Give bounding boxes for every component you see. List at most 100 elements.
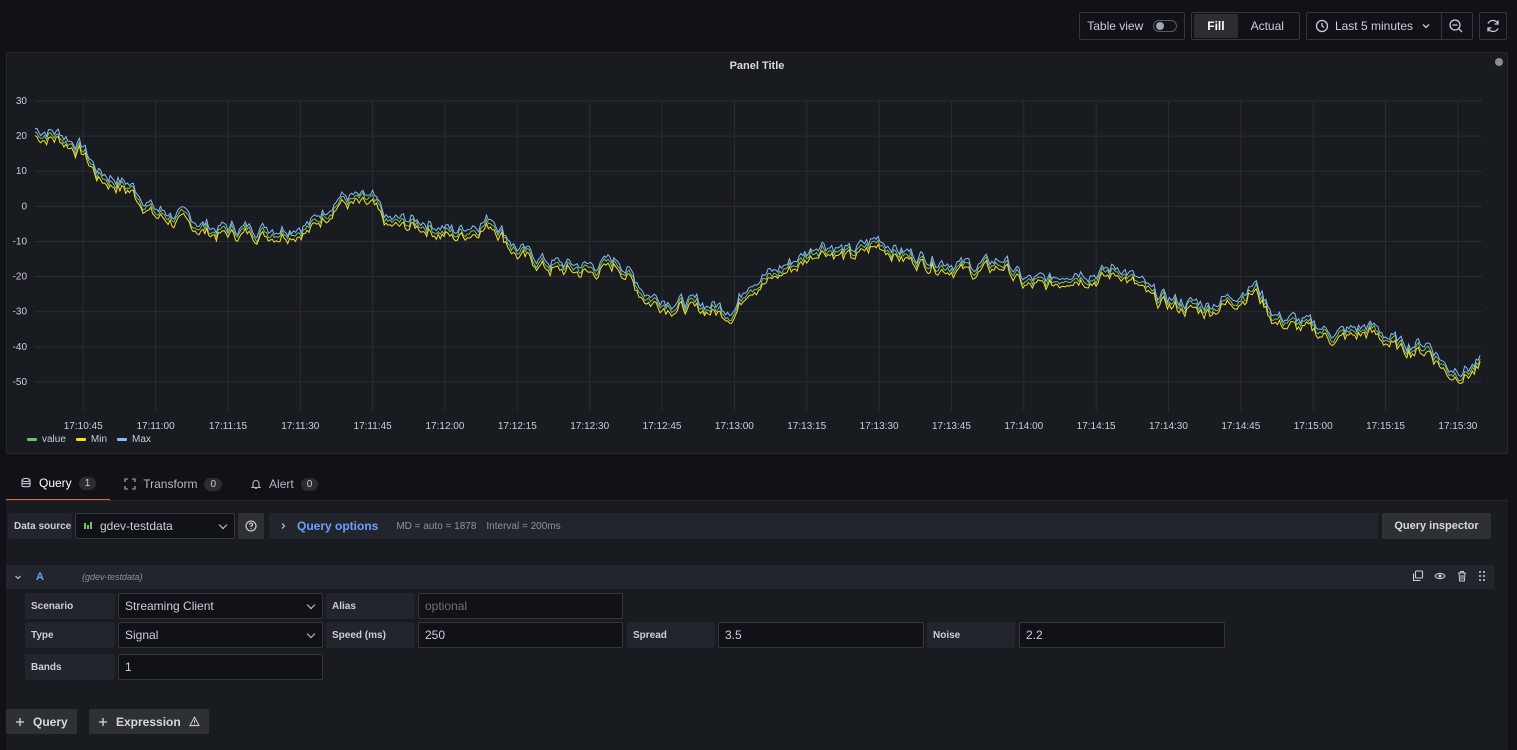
testdata-icon	[84, 522, 92, 529]
scenario-label: Scenario	[25, 593, 115, 619]
query-row-header[interactable]: A (gdev-testdata)	[6, 565, 1494, 589]
noise-input[interactable]: 2.2	[1019, 622, 1225, 648]
datasource-row: Data source gdev-testdata Query options …	[6, 513, 1500, 539]
add-query-button[interactable]: Query	[6, 709, 77, 734]
type-value: Signal	[125, 628, 159, 642]
noise-label: Noise	[927, 622, 1015, 648]
zoom-out-icon[interactable]	[1448, 18, 1464, 34]
eye-icon[interactable]	[1434, 570, 1446, 582]
legend-item[interactable]: value	[27, 434, 66, 445]
query-editor: Data source gdev-testdata Query options …	[6, 501, 1508, 750]
speed-input[interactable]: 250	[418, 622, 623, 648]
editor-tabs: Query 1 Transform 0 Alert 0	[6, 470, 332, 501]
drag-handle-icon[interactable]	[1478, 570, 1486, 582]
y-tick-label: 30	[16, 96, 28, 107]
x-tick-label: 17:11:15	[209, 421, 248, 432]
refresh-icon	[1487, 19, 1499, 33]
tab-query[interactable]: Query 1	[6, 470, 111, 501]
tab-transform[interactable]: Transform 0	[110, 470, 236, 501]
legend-swatch	[27, 438, 37, 441]
x-tick-label: 17:13:30	[860, 421, 899, 432]
help-button[interactable]	[238, 513, 264, 539]
chart-legend: value Min Max	[27, 434, 151, 445]
tab-transform-count: 0	[204, 477, 223, 491]
x-tick-label: 17:14:45	[1221, 421, 1260, 432]
spread-input[interactable]: 3.5	[718, 622, 924, 648]
tabs-divider	[6, 500, 1508, 501]
top-toolbar: Table view Fill Actual Last 5 minutes	[1079, 12, 1507, 40]
x-tick-label: 17:10:45	[64, 421, 103, 432]
time-range-picker[interactable]: Last 5 minutes	[1305, 12, 1473, 40]
x-tick-label: 17:12:00	[426, 421, 465, 432]
chevron-down-icon	[306, 600, 316, 610]
add-expression-label: Expression	[116, 714, 181, 729]
chevron-down-icon	[306, 629, 316, 639]
trash-icon[interactable]	[1456, 570, 1468, 582]
bands-input[interactable]: 1	[118, 654, 323, 680]
bell-icon	[250, 480, 262, 490]
series-line-max	[34, 127, 1481, 378]
type-label: Type	[25, 622, 115, 648]
x-tick-label: 17:15:30	[1438, 421, 1477, 432]
tab-query-count: 1	[78, 476, 97, 490]
tab-alert-count: 0	[300, 477, 319, 491]
y-tick-label: -10	[13, 236, 28, 247]
x-tick-label: 17:14:15	[1077, 421, 1116, 432]
x-tick-label: 17:13:45	[932, 421, 971, 432]
y-tick-label: -30	[13, 307, 28, 318]
query-options-label: Query options	[297, 519, 379, 533]
query-inspector-button[interactable]: Query inspector	[1382, 513, 1491, 539]
panel-title[interactable]: Panel Title	[729, 60, 785, 72]
datasource-label: Data source	[8, 513, 72, 539]
y-tick-label: 0	[21, 201, 27, 212]
series-line-value	[34, 131, 1481, 382]
add-expression-button[interactable]: Expression	[89, 709, 209, 734]
speed-label: Speed (ms)	[326, 622, 414, 648]
bands-label: Bands	[25, 654, 115, 680]
x-tick-label: 17:14:30	[1149, 421, 1188, 432]
question-circle-icon	[245, 520, 257, 532]
panel: Panel Title 30 20 10 0 -10 -20 -30 -40 -50 17:10:…	[6, 52, 1508, 454]
fill-button[interactable]: Fill	[1194, 14, 1238, 38]
warning-icon	[188, 716, 200, 727]
query-letter[interactable]: A	[36, 571, 44, 583]
x-tick-label: 17:15:00	[1294, 421, 1333, 432]
y-tick-label: -20	[13, 272, 28, 283]
plus-icon	[99, 717, 107, 726]
x-tick-label: 17:12:45	[643, 421, 682, 432]
scenario-select[interactable]: Streaming Client	[118, 593, 323, 619]
scenario-value: Streaming Client	[125, 599, 214, 613]
datasource-picker[interactable]: gdev-testdata	[75, 513, 235, 539]
query-actions	[1412, 570, 1486, 582]
legend-swatch	[75, 438, 86, 441]
refresh-button[interactable]	[1479, 12, 1507, 40]
y-tick-label: -40	[13, 342, 28, 353]
query-options-bar[interactable]: Query options MD = auto = 1878 Interval …	[269, 513, 1378, 539]
type-select[interactable]: Signal	[118, 622, 323, 648]
tab-transform-label: Transform	[143, 477, 198, 491]
duplicate-icon[interactable]	[1412, 570, 1424, 582]
legend-item[interactable]: Min	[75, 434, 107, 445]
time-range-label: Last 5 minutes	[1334, 19, 1413, 33]
toggle-switch[interactable]	[1153, 20, 1178, 32]
table-view-toggle[interactable]: Table view	[1079, 12, 1186, 40]
x-tick-label: 17:12:15	[498, 421, 537, 432]
table-view-label: Table view	[1087, 19, 1144, 33]
legend-item[interactable]: Max	[117, 434, 151, 445]
collapse-chevron-icon[interactable]	[14, 573, 22, 581]
chevron-right-icon	[281, 523, 286, 529]
actual-button[interactable]: Actual	[1250, 19, 1284, 33]
timeseries-chart[interactable]: 30 20 10 0 -10 -20 -30 -40 -50 17:10:45 17:11:00 17…	[7, 53, 1509, 455]
legend-label: Max	[132, 434, 151, 445]
spread-label: Spread	[627, 622, 715, 648]
alias-input[interactable]: optional	[418, 593, 623, 619]
panel-status-dot	[1495, 58, 1503, 66]
chevron-down-icon	[218, 520, 228, 530]
transform-icon	[124, 478, 136, 490]
query-datasource: (gdev-testdata)	[81, 572, 143, 582]
y-tick-label: -50	[13, 377, 28, 388]
legend-swatch	[117, 438, 128, 441]
tab-alert[interactable]: Alert 0	[236, 470, 332, 501]
x-tick-label: 17:13:15	[787, 421, 826, 432]
plus-icon	[16, 717, 24, 726]
